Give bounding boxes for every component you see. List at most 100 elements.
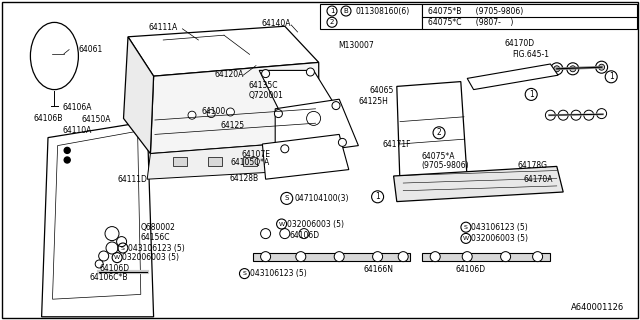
Text: 64111A: 64111A [148,23,178,32]
Circle shape [430,252,440,262]
Text: 64110A: 64110A [63,126,92,135]
Circle shape [339,138,346,147]
Bar [243,157,257,166]
Bar [173,157,187,166]
Text: 64135C: 64135C [248,81,278,90]
Text: 64140A: 64140A [261,20,291,28]
Circle shape [372,252,383,262]
Circle shape [280,228,290,239]
Polygon shape [147,141,319,179]
Text: 64106A: 64106A [63,103,92,112]
Circle shape [207,109,215,117]
Text: A640001126: A640001126 [571,303,624,312]
Polygon shape [422,253,550,261]
Circle shape [64,157,70,163]
Polygon shape [259,70,339,122]
Text: 64156C: 64156C [141,233,170,242]
Text: 032006003 (5): 032006003 (5) [122,253,179,262]
Text: 2: 2 [330,19,334,25]
Text: 64125H: 64125H [358,97,388,106]
Circle shape [275,109,282,117]
Circle shape [551,63,563,75]
Circle shape [105,227,119,241]
Circle shape [262,70,269,78]
Polygon shape [124,37,154,154]
Text: 64120A: 64120A [214,70,244,79]
Circle shape [310,114,317,122]
Text: 64125: 64125 [221,121,245,130]
Text: 1: 1 [330,8,334,14]
Circle shape [545,110,556,120]
Circle shape [260,228,271,239]
Text: 1: 1 [609,72,614,81]
Text: 043106123 (5): 043106123 (5) [128,244,185,252]
Circle shape [281,145,289,153]
Circle shape [116,236,127,247]
Circle shape [398,252,408,262]
Text: 64075*A: 64075*A [421,152,454,161]
Circle shape [64,148,70,153]
Circle shape [558,110,568,120]
Circle shape [106,242,118,254]
Circle shape [227,108,234,116]
Circle shape [299,228,309,239]
Circle shape [188,111,196,119]
Text: 032006003 (5): 032006003 (5) [287,220,344,228]
Bar [422,4,637,29]
Text: 64128B: 64128B [229,174,259,183]
Text: W: W [463,236,469,241]
Text: 047104100(3): 047104100(3) [294,194,349,203]
Circle shape [462,252,472,262]
Bar [208,157,222,166]
Polygon shape [52,131,141,299]
Text: 032006003 (5): 032006003 (5) [471,234,528,243]
Text: S: S [285,196,289,201]
Text: Q680002: Q680002 [141,223,175,232]
Circle shape [532,252,543,262]
Text: 64075*B      (9705-9806): 64075*B (9705-9806) [428,6,524,15]
Text: FIG.645-1: FIG.645-1 [512,50,549,59]
Polygon shape [42,122,154,317]
Text: 2: 2 [436,128,442,137]
Text: S: S [121,245,125,251]
Text: 64106D: 64106D [456,265,486,274]
Text: 64107E: 64107E [242,150,271,159]
Circle shape [554,66,560,72]
Text: 1: 1 [529,90,534,99]
Polygon shape [262,134,349,179]
Text: 64105Q*A: 64105Q*A [230,158,269,167]
Text: 64061: 64061 [78,45,102,54]
Circle shape [260,252,271,262]
Circle shape [296,252,306,262]
Circle shape [99,251,109,261]
Circle shape [571,110,581,120]
Ellipse shape [31,22,79,90]
Text: 64100: 64100 [202,107,226,116]
Polygon shape [275,99,358,157]
Text: 64170D: 64170D [504,39,534,48]
Text: 64150A: 64150A [81,116,111,124]
Text: 011308160(6): 011308160(6) [355,6,409,15]
Text: B: B [344,8,348,14]
Polygon shape [150,62,319,154]
Circle shape [95,260,103,268]
Text: 64075*C      (9807-    ): 64075*C (9807- ) [428,18,514,27]
Text: 64170A: 64170A [524,175,553,184]
Text: (9705-9806): (9705-9806) [421,161,468,170]
Text: 1: 1 [375,192,380,201]
Polygon shape [128,26,319,76]
Text: 64106D: 64106D [289,231,319,240]
Text: 64111D: 64111D [117,175,147,184]
Text: S: S [243,271,246,276]
Circle shape [584,110,594,120]
Circle shape [570,66,576,72]
Text: S: S [464,225,468,230]
Circle shape [332,102,340,109]
Polygon shape [253,253,410,261]
Text: 043106123 (5): 043106123 (5) [471,223,528,232]
Circle shape [596,61,607,73]
Polygon shape [397,82,467,184]
Bar [320,4,422,29]
Text: W: W [114,255,120,260]
Circle shape [500,252,511,262]
